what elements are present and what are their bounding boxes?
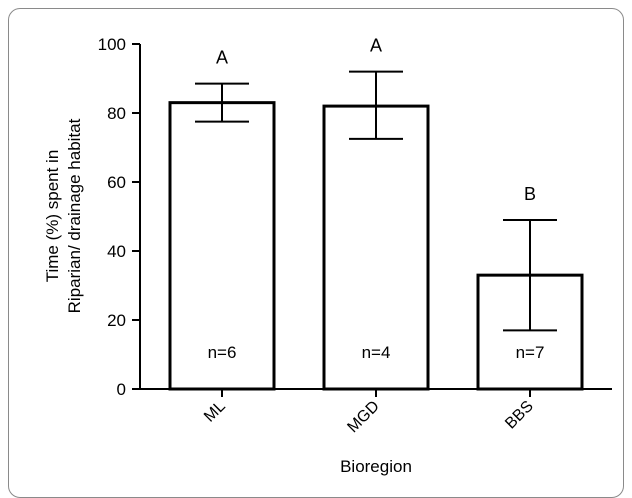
y-axis-label-line-1: Time (%) spent in [43, 150, 62, 283]
x-ticks: ML MGD BBS [201, 389, 537, 436]
bar-mgd [322, 104, 430, 391]
group-letter: B [524, 184, 536, 204]
y-tick-label: 0 [117, 380, 126, 399]
y-ticks: 0 20 40 60 80 100 [98, 35, 140, 399]
sample-size-label: n=4 [362, 343, 391, 362]
sample-size-label: n=7 [516, 343, 545, 362]
y-tick-label: 80 [107, 104, 126, 123]
y-tick-label: 60 [107, 173, 126, 192]
bars: An=6 An=4 Bn=7 [168, 36, 584, 391]
group-letter: A [370, 36, 382, 56]
y-tick-label: 20 [107, 311, 126, 330]
bar-chart: 0 20 40 60 80 100 An=6 An=4 Bn=7 ML MGD BBS Time … [43, 35, 612, 476]
y-tick-label: 100 [98, 35, 126, 54]
x-tick-label: BBS [502, 398, 537, 433]
sample-size-label: n=6 [208, 343, 237, 362]
x-tick-label: MGD [344, 398, 382, 436]
y-tick-label: 40 [107, 242, 126, 261]
y-axis-label-line-2: Riparian/ drainage habitat [65, 118, 84, 313]
group-letter: A [216, 48, 228, 68]
x-axis-label: Bioregion [340, 457, 412, 476]
x-tick-label: ML [201, 398, 229, 426]
